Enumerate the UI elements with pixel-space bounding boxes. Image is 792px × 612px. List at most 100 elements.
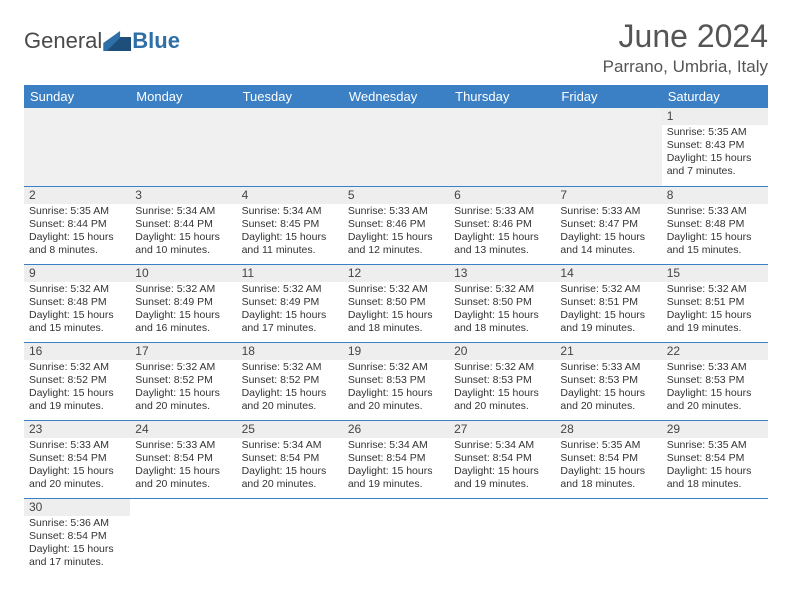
- calendar-cell: 23Sunrise: 5:33 AMSunset: 8:54 PMDayligh…: [24, 420, 130, 498]
- day-number: 13: [449, 265, 555, 282]
- day-number: 14: [555, 265, 661, 282]
- day-header: Tuesday: [237, 85, 343, 108]
- calendar-cell: 15Sunrise: 5:32 AMSunset: 8:51 PMDayligh…: [662, 264, 768, 342]
- calendar-cell: 26Sunrise: 5:34 AMSunset: 8:54 PMDayligh…: [343, 420, 449, 498]
- calendar-cell: [449, 498, 555, 576]
- calendar-cell: 16Sunrise: 5:32 AMSunset: 8:52 PMDayligh…: [24, 342, 130, 420]
- day-info: Sunrise: 5:32 AMSunset: 8:50 PMDaylight:…: [449, 282, 555, 338]
- day-info: Sunrise: 5:33 AMSunset: 8:54 PMDaylight:…: [130, 438, 236, 494]
- calendar-cell: 17Sunrise: 5:32 AMSunset: 8:52 PMDayligh…: [130, 342, 236, 420]
- day-info: Sunrise: 5:35 AMSunset: 8:44 PMDaylight:…: [24, 204, 130, 260]
- day-info: Sunrise: 5:34 AMSunset: 8:44 PMDaylight:…: [130, 204, 236, 260]
- day-number: 6: [449, 187, 555, 204]
- header: GeneralBlue June 2024 Parrano, Umbria, I…: [24, 18, 768, 77]
- day-number: 27: [449, 421, 555, 438]
- calendar-cell: [130, 108, 236, 186]
- calendar-body: 1Sunrise: 5:35 AMSunset: 8:43 PMDaylight…: [24, 108, 768, 576]
- day-number: 23: [24, 421, 130, 438]
- day-number: 19: [343, 343, 449, 360]
- day-number: 10: [130, 265, 236, 282]
- day-number: 17: [130, 343, 236, 360]
- day-header: Friday: [555, 85, 661, 108]
- day-info: Sunrise: 5:33 AMSunset: 8:53 PMDaylight:…: [662, 360, 768, 416]
- calendar-cell: 22Sunrise: 5:33 AMSunset: 8:53 PMDayligh…: [662, 342, 768, 420]
- calendar-cell: 20Sunrise: 5:32 AMSunset: 8:53 PMDayligh…: [449, 342, 555, 420]
- calendar-cell: [662, 498, 768, 576]
- header-row: SundayMondayTuesdayWednesdayThursdayFrid…: [24, 85, 768, 108]
- calendar-cell: 19Sunrise: 5:32 AMSunset: 8:53 PMDayligh…: [343, 342, 449, 420]
- day-number: 26: [343, 421, 449, 438]
- calendar-cell: 9Sunrise: 5:32 AMSunset: 8:48 PMDaylight…: [24, 264, 130, 342]
- calendar-cell: 1Sunrise: 5:35 AMSunset: 8:43 PMDaylight…: [662, 108, 768, 186]
- calendar-cell: 25Sunrise: 5:34 AMSunset: 8:54 PMDayligh…: [237, 420, 343, 498]
- calendar-cell: 4Sunrise: 5:34 AMSunset: 8:45 PMDaylight…: [237, 186, 343, 264]
- day-info: Sunrise: 5:33 AMSunset: 8:46 PMDaylight:…: [343, 204, 449, 260]
- day-info: Sunrise: 5:35 AMSunset: 8:54 PMDaylight:…: [662, 438, 768, 494]
- day-info: Sunrise: 5:33 AMSunset: 8:48 PMDaylight:…: [662, 204, 768, 260]
- day-info: Sunrise: 5:32 AMSunset: 8:50 PMDaylight:…: [343, 282, 449, 338]
- day-number: 12: [343, 265, 449, 282]
- day-info: Sunrise: 5:32 AMSunset: 8:51 PMDaylight:…: [662, 282, 768, 338]
- day-info: Sunrise: 5:34 AMSunset: 8:54 PMDaylight:…: [237, 438, 343, 494]
- logo-word2: Blue: [132, 28, 180, 54]
- day-info: Sunrise: 5:32 AMSunset: 8:48 PMDaylight:…: [24, 282, 130, 338]
- calendar-cell: [130, 498, 236, 576]
- month-title: June 2024: [603, 18, 768, 55]
- day-info: Sunrise: 5:33 AMSunset: 8:53 PMDaylight:…: [555, 360, 661, 416]
- day-info: Sunrise: 5:32 AMSunset: 8:53 PMDaylight:…: [449, 360, 555, 416]
- location: Parrano, Umbria, Italy: [603, 57, 768, 77]
- logo-mark-icon: [103, 31, 131, 51]
- calendar-cell: [555, 108, 661, 186]
- day-number: 11: [237, 265, 343, 282]
- day-number: 18: [237, 343, 343, 360]
- day-number: 8: [662, 187, 768, 204]
- logo: GeneralBlue: [24, 18, 180, 54]
- day-number: 16: [24, 343, 130, 360]
- day-info: Sunrise: 5:32 AMSunset: 8:52 PMDaylight:…: [24, 360, 130, 416]
- day-info: Sunrise: 5:33 AMSunset: 8:46 PMDaylight:…: [449, 204, 555, 260]
- calendar-cell: [555, 498, 661, 576]
- calendar-cell: 10Sunrise: 5:32 AMSunset: 8:49 PMDayligh…: [130, 264, 236, 342]
- day-number: 22: [662, 343, 768, 360]
- day-info: Sunrise: 5:34 AMSunset: 8:45 PMDaylight:…: [237, 204, 343, 260]
- day-number: 15: [662, 265, 768, 282]
- day-header: Thursday: [449, 85, 555, 108]
- calendar-cell: 21Sunrise: 5:33 AMSunset: 8:53 PMDayligh…: [555, 342, 661, 420]
- calendar-cell: 2Sunrise: 5:35 AMSunset: 8:44 PMDaylight…: [24, 186, 130, 264]
- day-number: 2: [24, 187, 130, 204]
- calendar-cell: [237, 498, 343, 576]
- day-number: 28: [555, 421, 661, 438]
- day-info: Sunrise: 5:35 AMSunset: 8:54 PMDaylight:…: [555, 438, 661, 494]
- calendar-cell: [237, 108, 343, 186]
- calendar-cell: 18Sunrise: 5:32 AMSunset: 8:52 PMDayligh…: [237, 342, 343, 420]
- day-header: Sunday: [24, 85, 130, 108]
- day-info: Sunrise: 5:33 AMSunset: 8:54 PMDaylight:…: [24, 438, 130, 494]
- calendar-cell: 11Sunrise: 5:32 AMSunset: 8:49 PMDayligh…: [237, 264, 343, 342]
- calendar-cell: 29Sunrise: 5:35 AMSunset: 8:54 PMDayligh…: [662, 420, 768, 498]
- calendar-cell: 6Sunrise: 5:33 AMSunset: 8:46 PMDaylight…: [449, 186, 555, 264]
- day-header: Saturday: [662, 85, 768, 108]
- day-number: 7: [555, 187, 661, 204]
- calendar-table: SundayMondayTuesdayWednesdayThursdayFrid…: [24, 85, 768, 576]
- day-number: 30: [24, 499, 130, 516]
- day-number: 5: [343, 187, 449, 204]
- day-info: Sunrise: 5:35 AMSunset: 8:43 PMDaylight:…: [662, 125, 768, 181]
- day-header: Wednesday: [343, 85, 449, 108]
- calendar-cell: 3Sunrise: 5:34 AMSunset: 8:44 PMDaylight…: [130, 186, 236, 264]
- calendar-cell: 8Sunrise: 5:33 AMSunset: 8:48 PMDaylight…: [662, 186, 768, 264]
- day-info: Sunrise: 5:32 AMSunset: 8:49 PMDaylight:…: [237, 282, 343, 338]
- day-info: Sunrise: 5:33 AMSunset: 8:47 PMDaylight:…: [555, 204, 661, 260]
- day-number: 29: [662, 421, 768, 438]
- calendar-cell: 7Sunrise: 5:33 AMSunset: 8:47 PMDaylight…: [555, 186, 661, 264]
- calendar-cell: 14Sunrise: 5:32 AMSunset: 8:51 PMDayligh…: [555, 264, 661, 342]
- day-info: Sunrise: 5:36 AMSunset: 8:54 PMDaylight:…: [24, 516, 130, 572]
- calendar-cell: 5Sunrise: 5:33 AMSunset: 8:46 PMDaylight…: [343, 186, 449, 264]
- day-number: 9: [24, 265, 130, 282]
- day-number: 21: [555, 343, 661, 360]
- day-info: Sunrise: 5:32 AMSunset: 8:52 PMDaylight:…: [237, 360, 343, 416]
- day-number: 25: [237, 421, 343, 438]
- day-info: Sunrise: 5:34 AMSunset: 8:54 PMDaylight:…: [449, 438, 555, 494]
- calendar-cell: 27Sunrise: 5:34 AMSunset: 8:54 PMDayligh…: [449, 420, 555, 498]
- calendar-cell: [343, 498, 449, 576]
- calendar-cell: 24Sunrise: 5:33 AMSunset: 8:54 PMDayligh…: [130, 420, 236, 498]
